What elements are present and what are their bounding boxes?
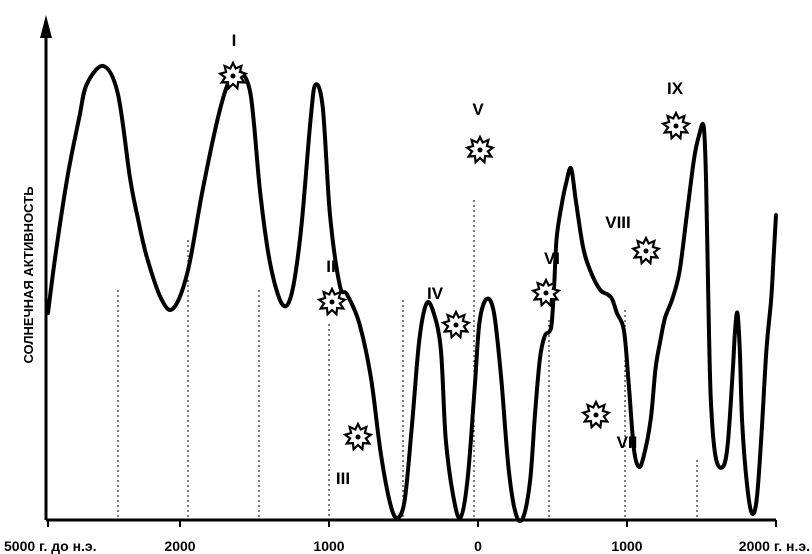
event-label: IV bbox=[427, 284, 444, 303]
solar-activity-line bbox=[46, 63, 778, 524]
x-tick-label: 0 bbox=[474, 538, 482, 554]
event-label: V bbox=[472, 100, 484, 119]
x-tick-label: 1000 bbox=[611, 538, 642, 554]
event-label: II bbox=[326, 257, 335, 276]
event-star-center bbox=[643, 248, 649, 254]
event-star-center bbox=[453, 322, 459, 328]
y-axis-label: СОЛНЕЧНАЯ АКТИВНОСТЬ bbox=[21, 186, 36, 363]
event-label: VII bbox=[617, 433, 638, 452]
event-label: VIII bbox=[605, 213, 631, 232]
x-tick-label: 2000 г. н.э. bbox=[739, 538, 810, 554]
x-tick-labels: 5000 г. до н.э. 2000 1000 0 1000 2000 г. н.э. bbox=[4, 538, 810, 554]
event-star-center bbox=[477, 147, 483, 153]
x-axis-ticks bbox=[47, 520, 777, 527]
y-axis-arrow bbox=[40, 15, 52, 38]
event-label: IX bbox=[667, 79, 684, 98]
event-star-center bbox=[355, 434, 361, 440]
event-label: III bbox=[336, 469, 350, 488]
x-tick-label: 1000 bbox=[313, 538, 344, 554]
event-star-center bbox=[329, 299, 335, 305]
event-star-center bbox=[543, 290, 549, 296]
event-star-center bbox=[230, 73, 236, 79]
event-star-center bbox=[673, 123, 679, 129]
x-tick-label: 5000 г. до н.э. bbox=[4, 538, 97, 554]
event-label: VI bbox=[544, 249, 560, 268]
x-tick-label: 2000 bbox=[164, 538, 195, 554]
event-label: I bbox=[232, 31, 237, 50]
event-star-center bbox=[593, 412, 599, 418]
